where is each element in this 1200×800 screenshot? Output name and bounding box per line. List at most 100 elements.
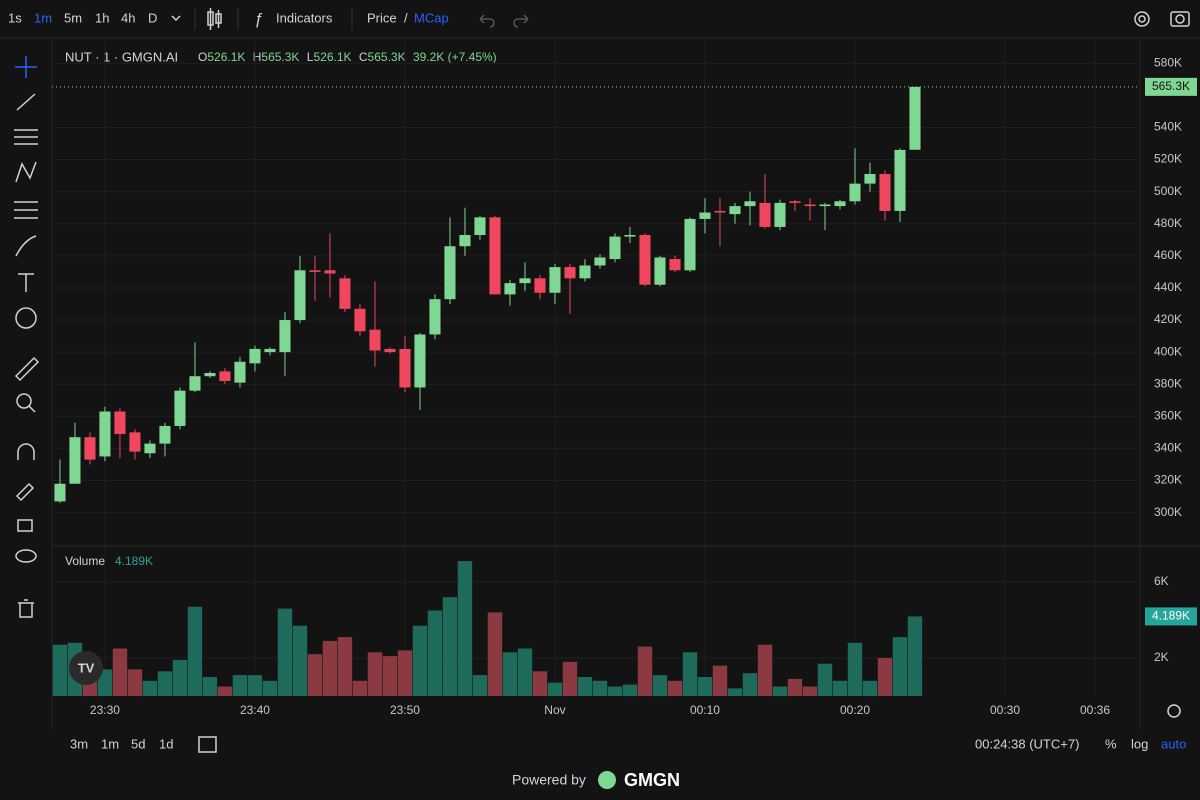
snapshot[interactable] [1170,11,1190,27]
ohlc-key: O [198,50,207,64]
y-tick-label: 460K [1154,248,1182,262]
volume-bar [112,648,128,696]
mcap-toggle[interactable]: MCap [414,10,449,25]
x-tick-label: 23:40 [240,703,270,717]
candle-body [54,483,66,502]
x-tick-label: 23:50 [390,703,420,717]
interval[interactable]: D [148,10,157,25]
candle-body [549,267,561,293]
volume-bar [412,625,428,696]
volume-bar [862,680,878,696]
candle-body [834,201,846,207]
left-toolbar [14,56,40,618]
volume-bar [622,684,638,696]
lock-drawing-tool[interactable] [15,482,35,502]
volume-bar [592,680,608,696]
magnet-tool[interactable] [17,443,35,460]
y-tick-label: 540K [1154,120,1182,134]
candle-body [564,267,576,279]
last-volume-label: 4.189K [1152,609,1190,623]
settings-inner [1138,15,1146,23]
undo[interactable] [479,14,495,28]
change: 39.2K (+7.45%) [413,50,497,64]
range[interactable]: 5d [131,736,145,751]
candle-body [699,212,711,219]
volume-bar [802,686,818,696]
volume-bar [652,675,668,696]
delete-tool[interactable] [18,599,34,618]
volume-bar [382,656,398,696]
range[interactable]: 3m [70,736,88,751]
indicators-button[interactable]: Indicators [276,10,333,25]
date-range-icon[interactable] [198,736,217,753]
candle-body [234,361,246,383]
candle-body [894,149,906,211]
redo[interactable] [513,14,529,28]
candle-body [114,411,126,434]
interval[interactable]: 5m [64,10,82,25]
volume-bar [337,637,353,696]
interval[interactable]: 1s [8,10,22,25]
y-tick-label: 300K [1154,505,1182,519]
candle-body [804,204,816,207]
pattern-tool[interactable] [15,161,37,183]
candle-body [774,202,786,227]
candle-body [174,390,186,426]
volume-bar [517,648,533,696]
ruler-tool[interactable] [14,356,40,382]
auto-toggle[interactable]: auto [1161,736,1186,751]
fib-tool[interactable] [14,129,38,145]
projection-tool[interactable] [14,201,38,219]
x-tick-label: 00:36 [1080,703,1110,717]
crosshair-tool[interactable] [15,56,37,78]
candle-body [789,201,801,203]
ohlc-key: C [359,50,368,64]
text-tool[interactable] [18,273,34,292]
snapshot-lens [1175,14,1185,24]
candle-body [129,432,141,452]
ohlc-key: H [253,50,262,64]
fx-icon[interactable]: ƒ [254,11,263,28]
candle-body [264,348,276,353]
candle-body [714,210,726,213]
candle-body [444,246,456,300]
candle-type-icon[interactable] [207,8,222,30]
candle-body [189,376,201,391]
symbol-legend: NUT · 1 · GMGN.AI O526.1K H565.3K L526.1… [65,49,497,568]
axis-settings[interactable] [1167,704,1181,718]
candle-body [669,259,681,271]
emoji-tool[interactable] [15,307,37,329]
interval[interactable]: 1m [34,10,52,25]
bottom-toolbar: 3m 1m 5d 1d 00:24:38 (UTC+7) % log auto [70,736,1186,753]
volume-bar [907,616,923,696]
candle-body [369,329,381,351]
price-toggle[interactable]: Price [367,10,397,25]
interval[interactable]: 1h [95,10,109,25]
candle-body [729,206,741,215]
percent-toggle[interactable]: % [1105,736,1117,751]
visibility-tool[interactable] [15,549,37,563]
zoom-tool[interactable] [16,393,32,409]
dropdown-icon[interactable] [171,15,181,22]
brush-tool[interactable] [15,235,37,257]
x-tick-label: 00:30 [990,703,1020,717]
candle-body [519,278,531,284]
log-toggle[interactable]: log [1131,736,1148,751]
range[interactable]: 1d [159,736,173,751]
line-tool[interactable] [16,93,36,111]
volume-bar [217,686,233,696]
candle-body [159,425,171,444]
ohlc-value: 565.3K [368,50,406,64]
candle-body [684,218,696,271]
volume-bar [547,682,563,696]
x-tick-label: 00:20 [840,703,870,717]
candle-body [99,411,111,457]
candle-body [414,334,426,388]
candle-body [399,348,411,388]
settings[interactable] [1134,11,1150,27]
range[interactable]: 1m [101,736,119,751]
volume-bar [637,646,653,696]
interval[interactable]: 4h [121,10,135,25]
lock-tool[interactable] [17,519,33,532]
